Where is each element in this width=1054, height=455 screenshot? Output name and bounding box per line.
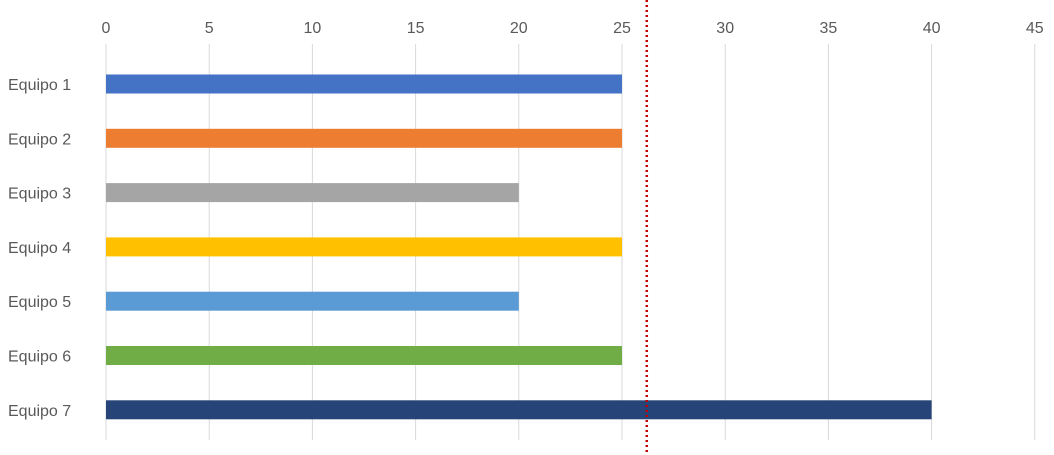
bar-equipo-3	[106, 183, 519, 203]
category-label: Equipo 5	[8, 294, 71, 311]
x-tick-label: 35	[820, 20, 838, 37]
x-tick-label: 10	[304, 20, 322, 37]
category-label: Equipo 1	[8, 77, 71, 94]
x-tick-label: 30	[716, 20, 734, 37]
x-tick-label: 20	[510, 20, 528, 37]
category-label: Equipo 4	[8, 240, 71, 257]
bar-equipo-2	[106, 128, 622, 148]
x-tick-label: 0	[102, 20, 111, 37]
bar-equipo-7	[106, 400, 932, 420]
bar-equipo-4	[106, 237, 622, 257]
x-tick-label: 45	[1026, 20, 1044, 37]
x-tick-label: 40	[923, 20, 941, 37]
x-axis-tick-labels: 0 5 10 15 20 25 30 35 40 45	[102, 20, 1044, 37]
bar-equipo-1	[106, 74, 622, 94]
x-tick-label: 5	[205, 20, 214, 37]
bar-equipo-5	[106, 291, 519, 311]
category-label: Equipo 3	[8, 186, 71, 203]
bars	[106, 74, 932, 420]
x-tick-label: 15	[407, 20, 425, 37]
category-label: Equipo 2	[8, 131, 71, 148]
category-label: Equipo 6	[8, 349, 71, 366]
x-tick-label: 25	[613, 20, 631, 37]
category-labels: Equipo 1 Equipo 2 Equipo 3 Equipo 4 Equipo 5…	[8, 77, 71, 420]
category-label: Equipo 7	[8, 403, 71, 420]
bar-equipo-6	[106, 346, 622, 365]
